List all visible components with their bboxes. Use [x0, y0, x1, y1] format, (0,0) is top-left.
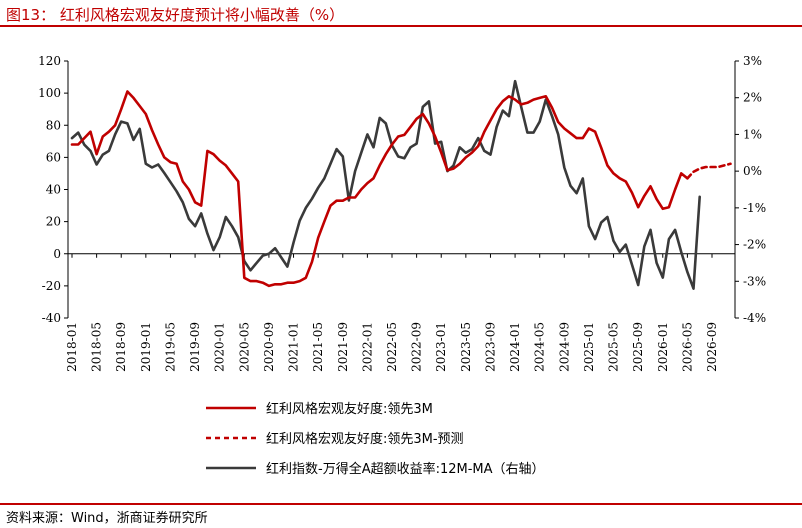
title-divider	[0, 25, 802, 27]
x-axis-tick-label: 2024-01	[508, 322, 522, 372]
axes-layer: -40 -20 0 20 40 60 80 100 120 -4% -3% -2% -1% 0% 1% 2% 3…	[38, 54, 766, 372]
x-axis-tick-label: 2019-09	[188, 322, 202, 372]
x-axis-tick-label: 2018-01	[65, 322, 79, 372]
series-line-3	[70, 79, 701, 290]
legend: 红利风格宏观友好度:领先3M 红利风格宏观友好度:领先3M-预测红利指数-万得全A…	[206, 401, 545, 477]
x-axis-tick-label: 2022-05	[385, 322, 399, 372]
source-note: 资料来源：Wind，浙商证券研究所	[6, 511, 208, 526]
x-axis-tick-label: 2019-05	[163, 322, 177, 372]
left-axis-tick-label: -40	[42, 311, 61, 325]
x-axis-tick-label: 2022-09	[410, 322, 424, 372]
x-axis-tick-label: 2025-05	[607, 322, 621, 372]
x-axis-tick-label: 2023-09	[483, 322, 497, 372]
plot-layer	[70, 79, 732, 290]
footer-divider	[0, 503, 802, 505]
left-axis-tick-label: 120	[38, 54, 61, 68]
right-axis-tick-label: -4%	[743, 311, 766, 325]
x-axis-tick-label: 2020-09	[262, 322, 276, 372]
x-axis-tick-label: 2021-01	[287, 322, 301, 372]
left-axis-tick-label: 80	[46, 118, 61, 132]
legend-label-3: 红利指数-万得全A超额收益率:12M-MA（右轴）	[266, 461, 545, 477]
x-axis-tick-label: 2022-01	[360, 322, 374, 372]
legend-label-1: 红利风格宏观友好度:领先3M	[266, 401, 433, 417]
x-axis-tick-label: 2026-05	[680, 322, 694, 372]
chart-canvas: -40 -20 0 20 40 60 80 100 120 -4% -3% -2% -1% 0% 1% 2% 3…	[38, 54, 766, 477]
left-axis-tick-label: 100	[38, 86, 61, 100]
series-line-2	[686, 162, 732, 180]
x-axis-tick-label: 2018-05	[90, 322, 104, 372]
left-axis-tick-label: 60	[46, 150, 61, 164]
legend-label-2: 红利风格宏观友好度:领先3M-预测	[266, 431, 464, 447]
x-axis-tick-label: 2025-01	[582, 322, 596, 372]
right-axis-tick-label: 3%	[743, 54, 762, 68]
right-axis-tick-label: -1%	[743, 201, 766, 215]
x-axis-tick-label: 2018-09	[114, 322, 128, 372]
left-axis-tick-label: 20	[46, 215, 61, 229]
right-axis-tick-label: 1%	[743, 127, 762, 141]
right-axis-tick-label: 0%	[743, 164, 762, 178]
x-axis-tick-label: 2024-05	[533, 322, 547, 372]
left-axis-tick-label: 0	[53, 247, 61, 261]
right-axis-tick-label: -3%	[743, 274, 766, 288]
x-axis-tick-label: 2026-01	[656, 322, 670, 372]
series-line-1	[70, 90, 689, 288]
right-axis-tick-label: 2%	[743, 91, 762, 105]
x-axis-tick-label: 2020-01	[213, 322, 227, 372]
x-axis-tick-label: 2019-01	[139, 322, 153, 372]
x-axis-tick-label: 2024-09	[557, 322, 571, 372]
x-axis-tick-label: 2025-09	[631, 322, 645, 372]
x-axis-tick-label: 2023-01	[434, 322, 448, 372]
right-axis-tick-label: -2%	[743, 238, 766, 252]
figure-title: 图13： 红利风格宏观友好度预计将小幅改善（%）	[6, 6, 345, 24]
left-axis-tick-label: -20	[42, 279, 61, 293]
x-axis-tick-label: 2021-09	[336, 322, 350, 372]
x-axis-tick-label: 2020-05	[237, 322, 251, 372]
x-axis-tick-label: 2026-09	[705, 322, 719, 372]
x-axis-tick-label: 2023-05	[459, 322, 473, 372]
x-axis-tick-label: 2021-05	[311, 322, 325, 372]
left-axis-tick-label: 40	[46, 183, 61, 197]
